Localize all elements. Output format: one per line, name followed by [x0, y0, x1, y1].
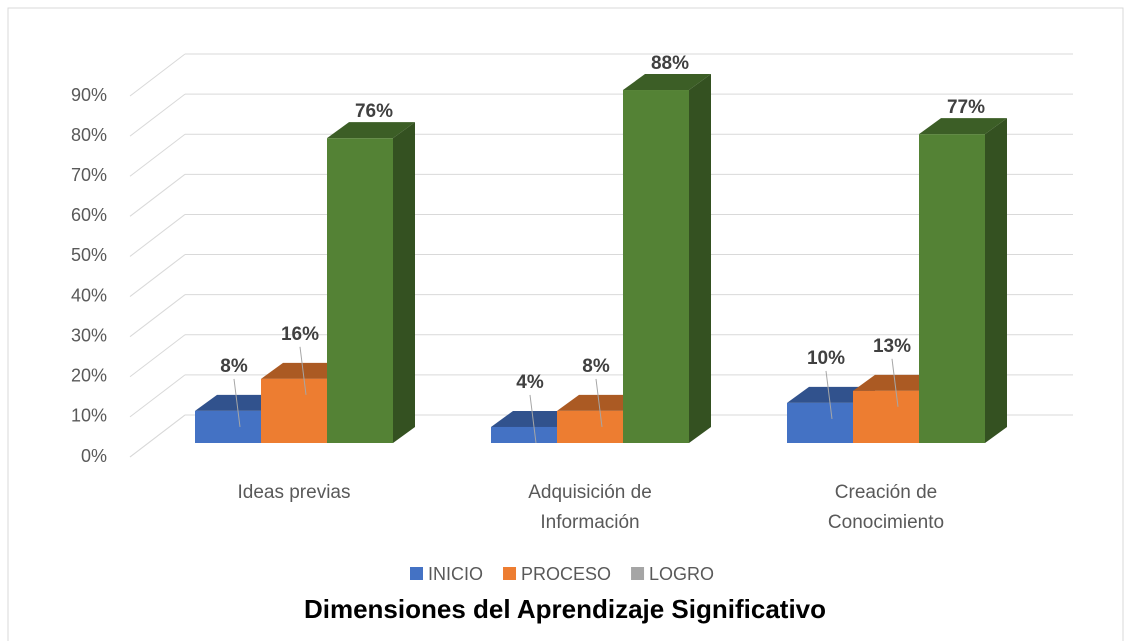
chart-frame	[7, 7, 1124, 641]
grid-line-side	[129, 133, 186, 177]
x-tick-label: Creación de	[835, 482, 937, 503]
legend-swatch	[410, 567, 423, 580]
leader-line	[595, 378, 603, 427]
bar-top	[623, 74, 711, 91]
leader-line	[825, 370, 833, 419]
bar-top	[919, 118, 1007, 135]
bar	[787, 402, 853, 443]
legend-swatch	[631, 567, 645, 580]
y-tick-label: 50%	[71, 245, 107, 265]
grid-line-side	[129, 214, 186, 257]
bar	[853, 390, 919, 443]
legend-swatch	[503, 567, 517, 580]
legend-label: LOGRO	[649, 564, 714, 584]
grid-line-side	[129, 173, 186, 217]
bar	[261, 378, 327, 443]
leader-line	[299, 346, 307, 395]
y-tick-label: 40%	[71, 285, 107, 305]
value-label: 77%	[947, 97, 985, 118]
grid-line-side	[129, 374, 186, 418]
y-tick-label: 30%	[71, 325, 107, 345]
bar	[327, 138, 393, 443]
value-label: 10%	[807, 348, 845, 369]
chart-title: Dimensiones del Aprendizaje Significativ…	[304, 594, 826, 624]
grid-line-side	[129, 93, 186, 137]
bar	[557, 410, 623, 443]
bar	[491, 426, 557, 443]
bar-side	[985, 118, 1007, 444]
x-tick-label: Conocimiento	[828, 512, 944, 533]
y-tick-label: 90%	[71, 85, 107, 105]
y-tick-label: 70%	[71, 165, 107, 185]
bar-top	[327, 122, 415, 139]
grid-line-side	[129, 294, 186, 338]
legend-label: PROCESO	[521, 564, 611, 584]
value-label: 76%	[355, 101, 393, 122]
y-tick-label: 80%	[71, 125, 107, 145]
leader-line	[233, 378, 241, 427]
value-label: 8%	[220, 356, 248, 377]
value-label: 13%	[873, 336, 911, 357]
bar	[623, 90, 689, 444]
y-tick-label: 10%	[71, 406, 107, 426]
value-label: 88%	[651, 53, 689, 74]
grid-line-side	[129, 334, 186, 378]
y-tick-label: 0%	[81, 446, 107, 466]
value-label: 8%	[582, 356, 610, 377]
bar-side	[393, 122, 415, 444]
y-tick-label: 20%	[71, 366, 107, 386]
x-tick-label: Ideas previas	[237, 482, 350, 503]
leader-line	[891, 358, 899, 407]
value-label: 4%	[516, 372, 544, 393]
grid-line-side	[129, 414, 186, 458]
legend-label: INICIO	[428, 564, 483, 584]
leader-line	[529, 394, 537, 444]
x-tick-label: Adquisición de	[528, 482, 652, 503]
grid-line-side	[129, 53, 186, 97]
value-label: 16%	[281, 324, 319, 345]
y-tick-label: 60%	[71, 205, 107, 225]
grid-line-side	[129, 254, 186, 297]
bar-side	[689, 74, 711, 444]
bar	[195, 410, 261, 443]
bar	[919, 134, 985, 443]
x-tick-label: Información	[540, 512, 639, 533]
